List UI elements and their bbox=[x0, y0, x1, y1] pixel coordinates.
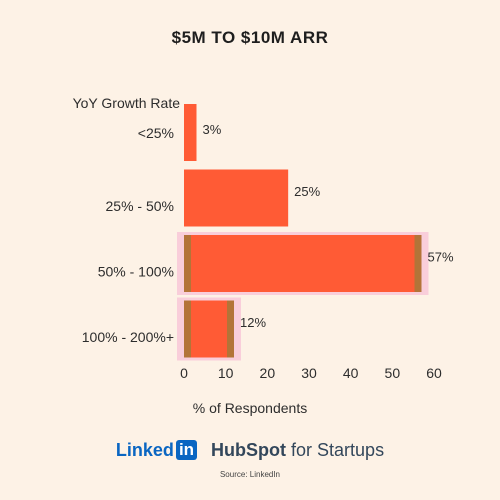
data-label: 25% bbox=[294, 184, 320, 199]
bar-edge-left bbox=[184, 300, 191, 358]
sponsor-logos: Linked in HubSpot for Startups bbox=[0, 437, 500, 463]
data-label: 57% bbox=[428, 250, 454, 265]
x-tick-label: 0 bbox=[180, 365, 188, 381]
y-axis-label: YoY Growth Rate bbox=[73, 95, 181, 111]
bar-edge-right bbox=[227, 300, 234, 358]
x-tick-label: 10 bbox=[218, 365, 234, 381]
linkedin-wordmark: Linked bbox=[115, 439, 174, 460]
linkedin-logo: Linked in bbox=[115, 439, 198, 461]
x-tick-label: 50 bbox=[385, 365, 401, 381]
bar bbox=[184, 169, 289, 227]
linkedin-in-box: in bbox=[175, 440, 198, 460]
bar-edge-left bbox=[184, 235, 191, 292]
bar bbox=[184, 104, 197, 161]
data-label: 12% bbox=[240, 315, 266, 330]
bar bbox=[184, 300, 234, 358]
x-axis-label: % of Respondents bbox=[192, 400, 308, 416]
category-label: <25% bbox=[138, 125, 174, 141]
chart-title: $5M TO $10M ARR bbox=[171, 28, 329, 47]
hubspot-logo: HubSpot for Startups bbox=[211, 440, 384, 461]
category-label: 50% - 100% bbox=[98, 264, 174, 280]
bar-edge-right bbox=[414, 235, 422, 292]
bar-chart: YoY Growth Rate <25% 3% 25% - 50% 25% 50% - 1… bbox=[73, 95, 454, 381]
source-note: Source: LinkedIn bbox=[219, 470, 281, 479]
data-label: 3% bbox=[203, 122, 222, 137]
x-tick-label: 20 bbox=[260, 365, 276, 381]
x-tick-label: 60 bbox=[426, 365, 442, 381]
bar bbox=[184, 235, 422, 292]
hubspot-wordmark: HubSpot bbox=[211, 439, 287, 460]
category-label: 25% - 50% bbox=[106, 198, 174, 214]
category-label: 100% - 200%+ bbox=[82, 329, 174, 345]
x-tick-label: 40 bbox=[343, 365, 359, 381]
x-tick-label: 30 bbox=[301, 365, 317, 381]
hubspot-for-startups: for Startups bbox=[291, 439, 385, 460]
